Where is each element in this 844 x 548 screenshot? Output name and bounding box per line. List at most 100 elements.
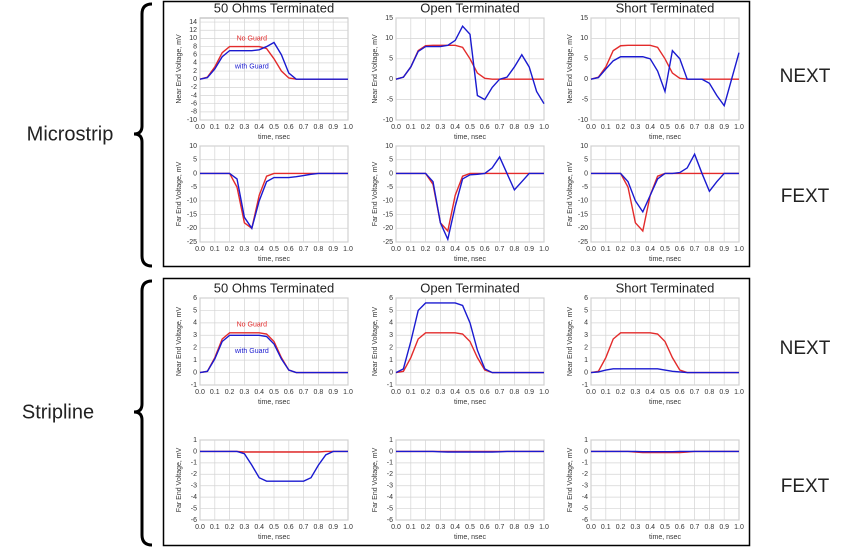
x-tick-label: 0.7 bbox=[495, 524, 505, 531]
x-tick-label: 0.6 bbox=[675, 389, 685, 396]
y-tick-label: -15 bbox=[578, 211, 588, 218]
x-tick-label: 0.0 bbox=[586, 524, 596, 531]
y-tick-label: 0 bbox=[193, 369, 197, 376]
x-tick-label: 0.7 bbox=[690, 124, 700, 131]
y-tick-label: 0 bbox=[584, 448, 588, 455]
x-tick-label: 1.0 bbox=[343, 124, 353, 131]
y-tick-label: 2 bbox=[193, 345, 197, 352]
x-tick-label: 1.0 bbox=[734, 389, 744, 396]
x-tick-label: 0.8 bbox=[314, 246, 324, 253]
series-line bbox=[199, 334, 348, 374]
y-tick-label: 1 bbox=[193, 437, 197, 444]
x-tick-label: 0.9 bbox=[719, 246, 729, 253]
y-tick-label: -4 bbox=[387, 494, 393, 501]
y-tick-label: -15 bbox=[187, 211, 197, 218]
x-tick-label: 0.6 bbox=[284, 524, 294, 531]
x-tick-label: 0.5 bbox=[465, 246, 475, 253]
x-tick-label: 0.5 bbox=[660, 389, 670, 396]
y-tick-label: 10 bbox=[385, 143, 393, 150]
x-tick-label: 0.5 bbox=[465, 524, 475, 531]
x-tick-label: 0.5 bbox=[660, 246, 670, 253]
x-tick-label: 0.7 bbox=[495, 246, 505, 253]
y-tick-label: 0 bbox=[584, 76, 588, 83]
x-tick-label: 0.1 bbox=[210, 246, 220, 253]
y-tick-label: -5 bbox=[387, 184, 393, 191]
y-tick-label: 10 bbox=[189, 143, 197, 150]
y-tick-label: 4 bbox=[389, 320, 393, 327]
y-tick-label: -6 bbox=[387, 517, 393, 524]
x-tick-label: 0.6 bbox=[480, 246, 490, 253]
series-line bbox=[590, 49, 740, 108]
y-tick-label: 1 bbox=[389, 357, 393, 364]
x-tick-label: 0.8 bbox=[510, 246, 520, 253]
x-tick-label: 0.5 bbox=[465, 124, 475, 131]
y-tick-label: 4 bbox=[584, 320, 588, 327]
x-tick-label: 0.3 bbox=[631, 524, 641, 531]
y-tick-label: 10 bbox=[580, 143, 588, 150]
y-tick-label: 0 bbox=[389, 448, 393, 455]
y-tick-label: -5 bbox=[387, 96, 393, 103]
y-axis-label: Far End Voltage, mV bbox=[372, 447, 379, 512]
y-tick-label: -10 bbox=[383, 198, 393, 205]
x-tick-label: 0.8 bbox=[705, 124, 715, 131]
x-tick-label: 0.3 bbox=[240, 246, 250, 253]
x-tick-label: 0.4 bbox=[254, 124, 264, 131]
y-tick-label: -1 bbox=[582, 382, 588, 389]
x-tick-label: 1.0 bbox=[539, 524, 549, 531]
y-tick-label: 2 bbox=[584, 345, 588, 352]
y-tick-label: -10 bbox=[187, 117, 197, 124]
y-tick-label: 0 bbox=[193, 76, 197, 83]
y-tick-label: -5 bbox=[191, 505, 197, 512]
y-axis-label: Far End Voltage, mV bbox=[567, 161, 574, 226]
x-axis-label: time, nsec bbox=[258, 134, 290, 141]
x-tick-label: 0.0 bbox=[391, 124, 401, 131]
x-tick-label: 0.8 bbox=[705, 524, 715, 531]
y-tick-label: 6 bbox=[584, 295, 588, 302]
x-tick-label: 0.6 bbox=[480, 389, 490, 396]
y-tick-label: 6 bbox=[193, 295, 197, 302]
y-tick-label: -4 bbox=[582, 494, 588, 501]
x-tick-label: 0.5 bbox=[660, 124, 670, 131]
y-tick-label: -2 bbox=[191, 471, 197, 478]
legend-label: No Guard bbox=[237, 322, 267, 329]
x-tick-label: 0.8 bbox=[314, 389, 324, 396]
x-tick-label: 0.8 bbox=[705, 246, 715, 253]
x-tick-label: 0.0 bbox=[391, 389, 401, 396]
x-axis-label: time, nsec bbox=[649, 134, 681, 141]
x-tick-label: 0.9 bbox=[524, 389, 534, 396]
x-axis-label: time, nsec bbox=[454, 134, 486, 141]
x-axis-label: time, nsec bbox=[454, 534, 486, 541]
series-line bbox=[200, 172, 348, 230]
x-tick-label: 0.3 bbox=[240, 124, 250, 131]
y-tick-label: -25 bbox=[383, 239, 393, 246]
x-tick-label: 0.6 bbox=[284, 124, 294, 131]
x-tick-label: 0.2 bbox=[616, 389, 626, 396]
y-tick-label: -25 bbox=[187, 239, 197, 246]
y-axis-label: Near End Voltage, mV bbox=[372, 307, 379, 377]
x-tick-label: 0.6 bbox=[480, 524, 490, 531]
y-tick-label: 8 bbox=[193, 43, 197, 50]
series-line bbox=[395, 302, 544, 374]
x-tick-label: 0.7 bbox=[690, 246, 700, 253]
y-tick-label: -1 bbox=[387, 382, 393, 389]
x-tick-label: 0.3 bbox=[436, 389, 446, 396]
x-tick-label: 0.6 bbox=[284, 389, 294, 396]
y-tick-label: 5 bbox=[584, 56, 588, 63]
x-tick-label: 0.4 bbox=[254, 524, 264, 531]
x-tick-label: 0.0 bbox=[195, 246, 205, 253]
y-tick-label: 0 bbox=[389, 369, 393, 376]
x-tick-label: 0.1 bbox=[210, 389, 220, 396]
y-tick-label: 10 bbox=[580, 35, 588, 42]
y-axis-label: Far End Voltage, mV bbox=[176, 161, 183, 226]
chart-title: Open Terminated bbox=[420, 0, 520, 15]
x-tick-label: 0.5 bbox=[465, 389, 475, 396]
x-tick-label: 0.1 bbox=[406, 124, 416, 131]
y-tick-label: 0 bbox=[584, 170, 588, 177]
group-label: Stripline bbox=[22, 401, 94, 423]
x-tick-label: 0.3 bbox=[436, 246, 446, 253]
y-tick-label: -20 bbox=[187, 225, 197, 232]
x-tick-label: 0.0 bbox=[391, 524, 401, 531]
x-axis-label: time, nsec bbox=[454, 399, 486, 406]
x-tick-label: 1.0 bbox=[734, 246, 744, 253]
